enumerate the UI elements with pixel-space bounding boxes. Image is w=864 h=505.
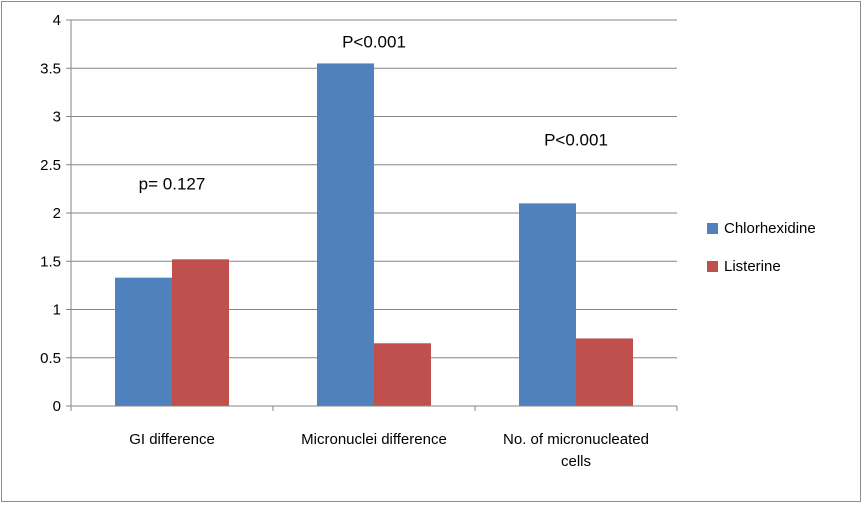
p-value-annotation: p= 0.127: [139, 174, 206, 193]
y-tick-label: 0: [53, 398, 61, 415]
y-tick-label: 2.5: [40, 157, 61, 174]
bar-chlorhexidine-2: [519, 203, 576, 406]
y-tick-label: 1: [53, 302, 61, 319]
bar-listerine-1: [374, 343, 431, 406]
y-tick-label: 2: [53, 205, 61, 222]
y-tick-label: 3.5: [40, 60, 61, 77]
bar-chlorhexidine-0: [115, 277, 172, 406]
annotation-background: [116, 197, 236, 204]
bar-chlorhexidine-1: [317, 63, 374, 407]
bars: [115, 63, 633, 407]
y-tick-label: 4: [53, 12, 61, 29]
y-tick-label: 1.5: [40, 253, 61, 270]
y-tick-label: 0.5: [40, 350, 61, 367]
p-value-annotation: P<0.001: [544, 130, 608, 149]
category-labels: GI difference Micronuclei difference No. o…: [129, 431, 649, 470]
category-label: No. of micronucleated: [503, 431, 649, 448]
bar-listerine-2: [576, 338, 633, 406]
annotations: p= 0.127 P<0.001 P<0.001: [116, 32, 608, 204]
legend: Chlorhexidine Listerine: [707, 220, 816, 275]
p-value-annotation: P<0.001: [342, 32, 406, 51]
y-tick-label: 3: [53, 109, 61, 126]
legend-label-listerine: Listerine: [724, 258, 781, 275]
category-label: Micronuclei difference: [301, 431, 447, 448]
y-axis-ticks: 0 0.5 1 1.5 2 2.5 3 3.5 4: [40, 12, 61, 415]
category-label: cells: [561, 453, 591, 470]
legend-swatch-chlorhexidine: [707, 223, 718, 234]
axes: [66, 19, 678, 411]
legend-swatch-listerine: [707, 261, 718, 272]
legend-label-chlorhexidine: Chlorhexidine: [724, 220, 816, 237]
bar-listerine-0: [172, 259, 229, 406]
category-label: GI difference: [129, 431, 215, 448]
